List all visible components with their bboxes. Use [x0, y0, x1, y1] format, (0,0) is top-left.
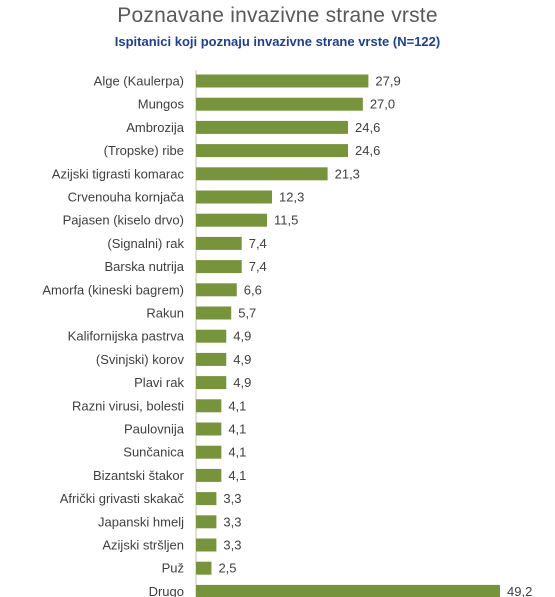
- bar: [196, 236, 242, 250]
- bars-layer: Alge (Kaulerpa) 27,9 Mungos 27,0 Ambrozija 24…: [42, 74, 532, 597]
- bar: [196, 213, 268, 227]
- value-label: 27,0: [370, 97, 395, 112]
- value-label: 3,3: [223, 514, 241, 529]
- value-label: 4,9: [233, 352, 251, 367]
- value-label: 2,5: [218, 561, 236, 576]
- value-label: 4,1: [228, 398, 246, 413]
- category-label: Azijski stršljen: [102, 538, 184, 553]
- value-label: 4,9: [233, 375, 251, 390]
- bar: [196, 492, 217, 506]
- category-label: (Svinjski) korov: [96, 352, 185, 367]
- category-label: (Tropske) ribe: [104, 143, 184, 158]
- bar: [196, 120, 348, 134]
- category-label: Barska nutrija: [105, 259, 185, 274]
- value-label: 11,5: [274, 213, 298, 228]
- category-label: Bizantski štakor: [93, 468, 185, 483]
- category-label: Paulovnija: [124, 422, 185, 437]
- bar: [196, 422, 222, 436]
- category-label: Puž: [162, 561, 184, 576]
- value-label: 5,7: [238, 306, 256, 321]
- value-label: 27,9: [375, 74, 400, 89]
- value-label: 3,3: [223, 491, 241, 506]
- category-label: Kalifornijska pastrva: [68, 329, 185, 344]
- bar: [196, 144, 348, 158]
- value-label: 12,3: [279, 190, 304, 205]
- value-label: 7,4: [249, 259, 267, 274]
- bar: [196, 538, 217, 552]
- bar: [196, 190, 272, 204]
- value-label: 24,6: [355, 143, 380, 158]
- category-label: Sunčanica: [123, 445, 184, 460]
- bar: [196, 399, 222, 413]
- bar: [196, 445, 222, 459]
- category-label: Ambrozija: [126, 120, 185, 135]
- bar: [196, 584, 500, 597]
- bar: [196, 376, 227, 390]
- bar: [196, 283, 237, 297]
- category-label: Afrički grivasti skakač: [60, 491, 185, 506]
- bar: [196, 97, 363, 111]
- bar: [196, 561, 212, 575]
- category-label: Razni virusi, bolesti: [72, 398, 184, 413]
- bar: [196, 260, 242, 274]
- bar: [196, 329, 227, 343]
- value-label: 4,1: [228, 468, 246, 483]
- bar: [196, 515, 217, 529]
- bar: [196, 306, 232, 320]
- value-label: 4,1: [228, 445, 246, 460]
- category-label: Drugo: [149, 584, 184, 597]
- category-label: Azijski tigrasti komarac: [52, 166, 185, 181]
- value-label: 21,3: [335, 166, 360, 181]
- value-label: 7,4: [249, 236, 267, 251]
- bar: [196, 352, 227, 366]
- value-label: 4,1: [228, 422, 246, 437]
- bar: [196, 468, 222, 482]
- category-label: Crvenouha kornjača: [68, 190, 185, 205]
- category-label: Japanski hmelj: [98, 514, 184, 529]
- value-label: 3,3: [223, 538, 241, 553]
- bar: [196, 74, 369, 88]
- category-label: Amorfa (kineski bagrem): [42, 282, 184, 297]
- category-label: Pajasen (kiselo drvo): [63, 213, 184, 228]
- value-label: 6,6: [244, 282, 262, 297]
- value-label: 24,6: [355, 120, 380, 135]
- value-label: 4,9: [233, 329, 251, 344]
- category-label: Rakun: [146, 306, 184, 321]
- chart-subtitle: Ispitanici koji poznaju invazivne strane…: [114, 34, 441, 49]
- bar: [196, 167, 328, 181]
- value-label: 49,2: [507, 584, 532, 597]
- category-label: (Signalni) rak: [107, 236, 184, 251]
- category-label: Alge (Kaulerpa): [94, 74, 184, 89]
- chart-title: Poznavane invazivne strane vrste: [117, 4, 438, 27]
- category-label: Mungos: [138, 97, 185, 112]
- category-label: Plavi rak: [134, 375, 184, 390]
